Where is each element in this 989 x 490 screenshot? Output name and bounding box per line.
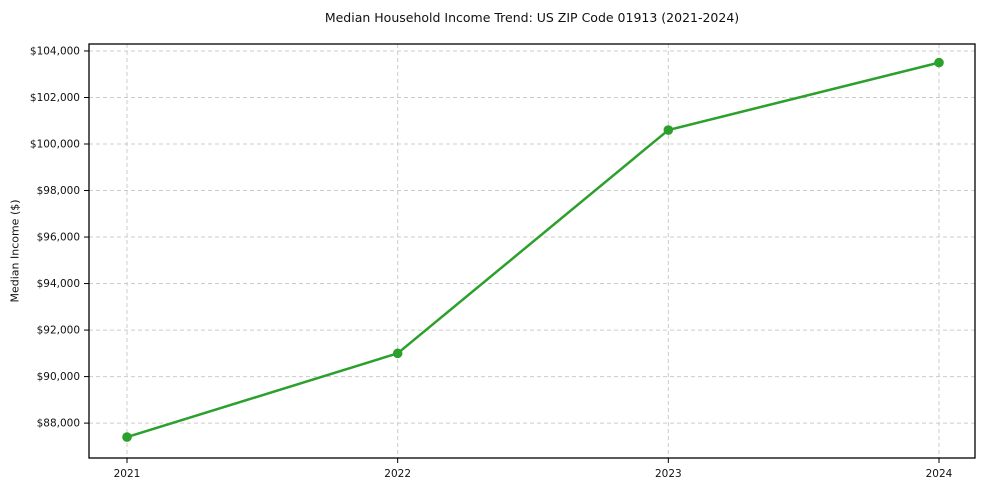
data-point: [663, 125, 674, 135]
data-point: [934, 57, 944, 68]
y-tick-label: $100,000: [30, 139, 80, 151]
data-point: [122, 432, 132, 442]
x-tick-label: 2022: [384, 468, 411, 480]
plot-border: [88, 43, 976, 459]
chart-title: Median Household Income Trend: US ZIP Co…: [324, 10, 740, 25]
y-tick-label: $94,000: [37, 278, 80, 290]
x-tick-label: 2021: [114, 468, 141, 480]
y-tick-label: $90,000: [37, 371, 80, 383]
y-tick-label: $92,000: [37, 325, 80, 337]
y-tick-label: $96,000: [37, 232, 80, 244]
y-tick-label: $88,000: [37, 418, 80, 430]
data-point: [392, 348, 403, 359]
x-tick-label: 2023: [655, 468, 682, 480]
trend-line: [125, 61, 941, 439]
x-tick-label: 2024: [926, 468, 953, 480]
y-tick-label: $104,000: [30, 45, 80, 57]
y-tick-label: $98,000: [37, 185, 80, 197]
y-tick-label: $102,000: [30, 92, 80, 104]
